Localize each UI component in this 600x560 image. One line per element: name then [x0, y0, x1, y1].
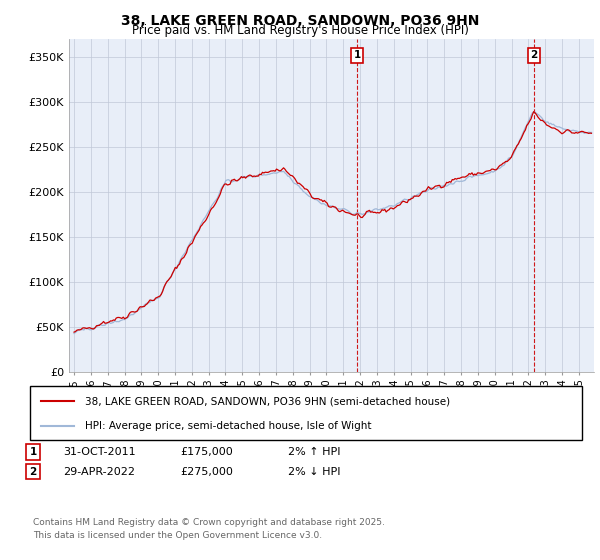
Text: 2% ↓ HPI: 2% ↓ HPI	[288, 466, 341, 477]
FancyBboxPatch shape	[30, 386, 582, 440]
Text: Price paid vs. HM Land Registry's House Price Index (HPI): Price paid vs. HM Land Registry's House …	[131, 24, 469, 36]
Text: £175,000: £175,000	[180, 447, 233, 457]
Text: 2: 2	[29, 466, 37, 477]
Text: 2: 2	[530, 50, 538, 60]
Text: HPI: Average price, semi-detached house, Isle of Wight: HPI: Average price, semi-detached house,…	[85, 421, 372, 431]
Text: 1: 1	[29, 447, 37, 457]
Text: £275,000: £275,000	[180, 466, 233, 477]
Text: 29-APR-2022: 29-APR-2022	[63, 466, 135, 477]
Text: 38, LAKE GREEN ROAD, SANDOWN, PO36 9HN (semi-detached house): 38, LAKE GREEN ROAD, SANDOWN, PO36 9HN (…	[85, 396, 451, 407]
Text: 1: 1	[353, 50, 361, 60]
Text: Contains HM Land Registry data © Crown copyright and database right 2025.
This d: Contains HM Land Registry data © Crown c…	[33, 518, 385, 539]
Text: 31-OCT-2011: 31-OCT-2011	[63, 447, 136, 457]
Text: 38, LAKE GREEN ROAD, SANDOWN, PO36 9HN: 38, LAKE GREEN ROAD, SANDOWN, PO36 9HN	[121, 14, 479, 28]
Text: 2% ↑ HPI: 2% ↑ HPI	[288, 447, 341, 457]
